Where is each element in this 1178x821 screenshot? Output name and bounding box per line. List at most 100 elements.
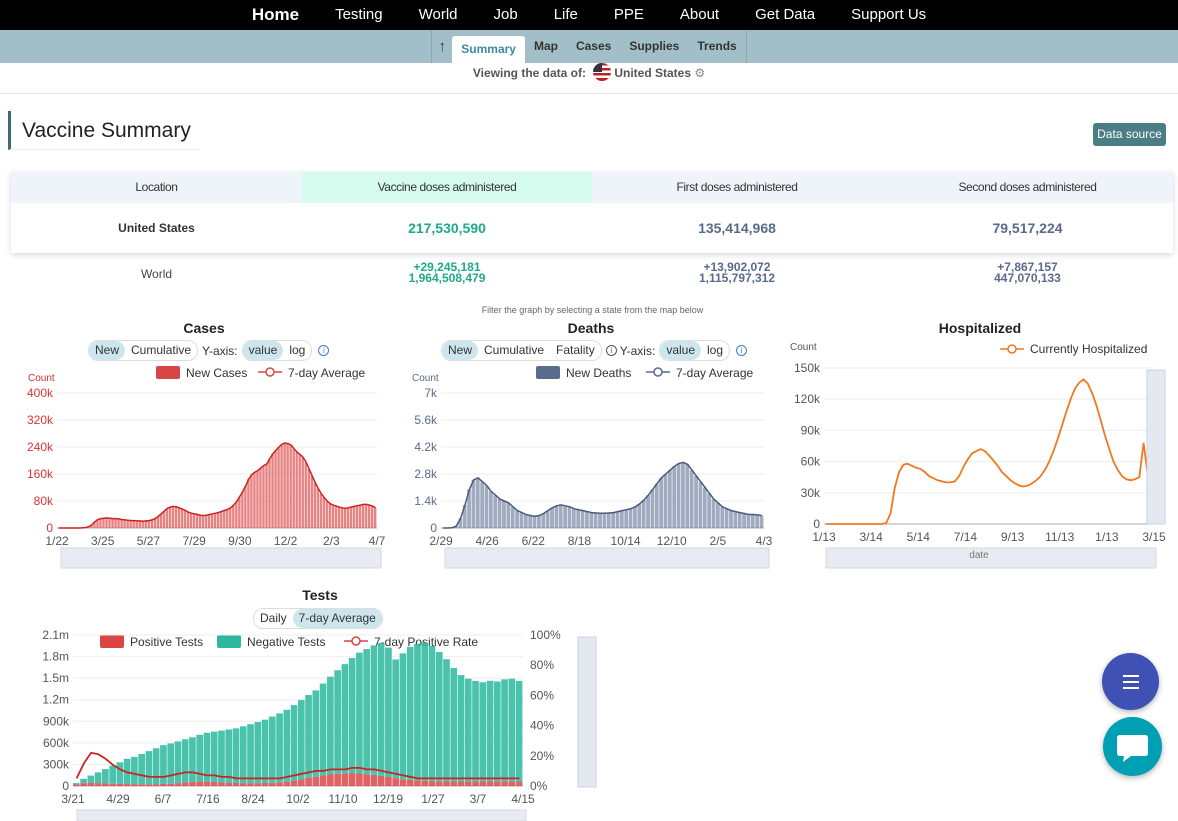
negative-bar[interactable] [457, 675, 465, 782]
cases-bar[interactable] [328, 503, 332, 528]
legend-new-cases[interactable]: New Cases [186, 366, 247, 380]
cases-bar[interactable] [358, 505, 362, 528]
tests-daily-toggle[interactable]: Daily [260, 611, 287, 625]
cases-bar[interactable] [120, 519, 123, 528]
positive-bar[interactable] [218, 782, 225, 786]
positive-bar[interactable] [268, 782, 276, 786]
cases-bar[interactable] [262, 465, 265, 528]
deaths-bar[interactable] [593, 512, 598, 528]
cases-bar[interactable] [352, 506, 356, 528]
negative-bar[interactable] [356, 652, 363, 774]
negative-bar[interactable] [377, 642, 385, 776]
positive-bar[interactable] [276, 782, 283, 786]
tab-map[interactable]: Map [533, 39, 558, 53]
nav-life[interactable]: Life [553, 6, 578, 23]
negative-bar[interactable] [131, 756, 138, 785]
cases-bar[interactable] [93, 521, 96, 528]
deaths-bar[interactable] [711, 499, 716, 528]
cases-bar[interactable] [229, 507, 232, 528]
cases-bar[interactable] [108, 518, 111, 528]
header-doses[interactable]: Vaccine doses administered [302, 172, 592, 203]
deaths-bar[interactable] [585, 511, 589, 528]
cases-cumulative-toggle[interactable]: Cumulative [131, 343, 192, 357]
deaths-bar[interactable] [737, 512, 742, 528]
cases-bar[interactable] [96, 519, 99, 528]
tests-vertical-zoom[interactable] [577, 636, 597, 788]
cases-bar[interactable] [189, 513, 193, 528]
negative-bar[interactable] [327, 676, 334, 775]
cases-bar[interactable] [325, 501, 329, 528]
cases-bar[interactable] [123, 519, 126, 528]
deaths-bar[interactable] [471, 479, 476, 528]
cases-bar[interactable] [117, 518, 120, 528]
negative-bar[interactable] [421, 642, 429, 781]
deaths-bar[interactable] [458, 518, 463, 528]
legend-negative-tests[interactable]: Negative Tests [247, 635, 326, 649]
positive-bar[interactable] [254, 783, 262, 786]
cases-bar[interactable] [340, 507, 344, 528]
deaths-new-toggle[interactable]: New [442, 341, 479, 360]
negative-bar[interactable] [116, 762, 124, 784]
negative-bar[interactable] [363, 649, 370, 775]
deaths-bar[interactable] [633, 506, 637, 528]
negative-bar[interactable] [145, 751, 153, 785]
deaths-bar[interactable] [502, 501, 506, 528]
negative-bar[interactable] [341, 664, 349, 774]
cases-bar[interactable] [165, 508, 169, 528]
cases-bar[interactable] [265, 463, 268, 528]
cases-bar[interactable] [204, 515, 208, 528]
negative-bar[interactable] [247, 724, 254, 784]
tab-cases[interactable]: Cases [575, 39, 612, 53]
negative-bar[interactable] [472, 680, 479, 782]
cases-bar[interactable] [192, 513, 196, 528]
cases-bar[interactable] [180, 509, 184, 528]
positive-bar[interactable] [472, 781, 479, 786]
negative-bar[interactable] [152, 748, 160, 785]
negative-bar[interactable] [450, 667, 458, 782]
cases-bar[interactable] [244, 485, 247, 528]
negative-bar[interactable] [515, 680, 523, 782]
cases-bar[interactable] [238, 496, 241, 528]
cases-bar[interactable] [220, 511, 223, 528]
cases-zoom-slider[interactable] [60, 547, 382, 569]
deaths-bar[interactable] [720, 506, 725, 528]
deaths-bar[interactable] [606, 512, 611, 528]
deaths-bar[interactable] [510, 506, 515, 528]
positive-bar[interactable] [305, 777, 312, 786]
positive-bar[interactable] [203, 781, 211, 786]
gear-icon[interactable]: ⚙ [694, 66, 706, 80]
cases-new-toggle[interactable]: New [89, 341, 126, 360]
deaths-bar[interactable] [742, 513, 746, 528]
tests-7day-toggle[interactable]: 7-day Average [292, 609, 382, 628]
cases-bar[interactable] [241, 491, 244, 528]
deaths-bar[interactable] [615, 511, 620, 528]
cases-bar[interactable] [307, 468, 310, 528]
tab-supplies[interactable]: Supplies [629, 39, 680, 53]
cases-bar[interactable] [102, 518, 105, 528]
negative-bar[interactable] [196, 734, 204, 782]
negative-bar[interactable] [298, 700, 305, 780]
negative-bar[interactable] [414, 643, 421, 781]
positive-bar[interactable] [392, 778, 400, 786]
negative-bar[interactable] [239, 726, 247, 784]
cases-bar[interactable] [168, 507, 172, 528]
negative-bar[interactable] [232, 728, 240, 783]
negative-bar[interactable] [479, 682, 487, 782]
negative-bar[interactable] [290, 705, 298, 781]
negative-bar[interactable] [443, 659, 450, 782]
deaths-fatality-toggle[interactable]: Fatality [556, 343, 595, 357]
negative-bar[interactable] [312, 690, 320, 777]
negative-bar[interactable] [160, 745, 167, 784]
negative-bar[interactable] [203, 732, 211, 782]
deaths-bar[interactable] [563, 505, 567, 528]
positive-bar[interactable] [356, 773, 363, 786]
negative-bar[interactable] [210, 731, 218, 782]
positive-bar[interactable] [515, 781, 523, 786]
info-icon[interactable]: i [736, 345, 748, 356]
cases-bar[interactable] [304, 462, 307, 528]
nav-testing[interactable]: Testing [335, 6, 383, 23]
positive-bar[interactable] [102, 783, 109, 786]
deaths-bar[interactable] [523, 514, 528, 529]
cases-bar[interactable] [274, 450, 277, 528]
menu-fab-button[interactable] [1102, 653, 1159, 710]
